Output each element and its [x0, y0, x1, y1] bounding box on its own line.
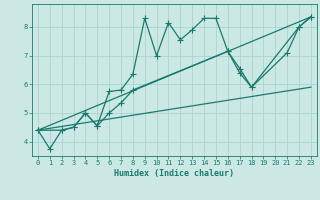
X-axis label: Humidex (Indice chaleur): Humidex (Indice chaleur): [115, 169, 234, 178]
